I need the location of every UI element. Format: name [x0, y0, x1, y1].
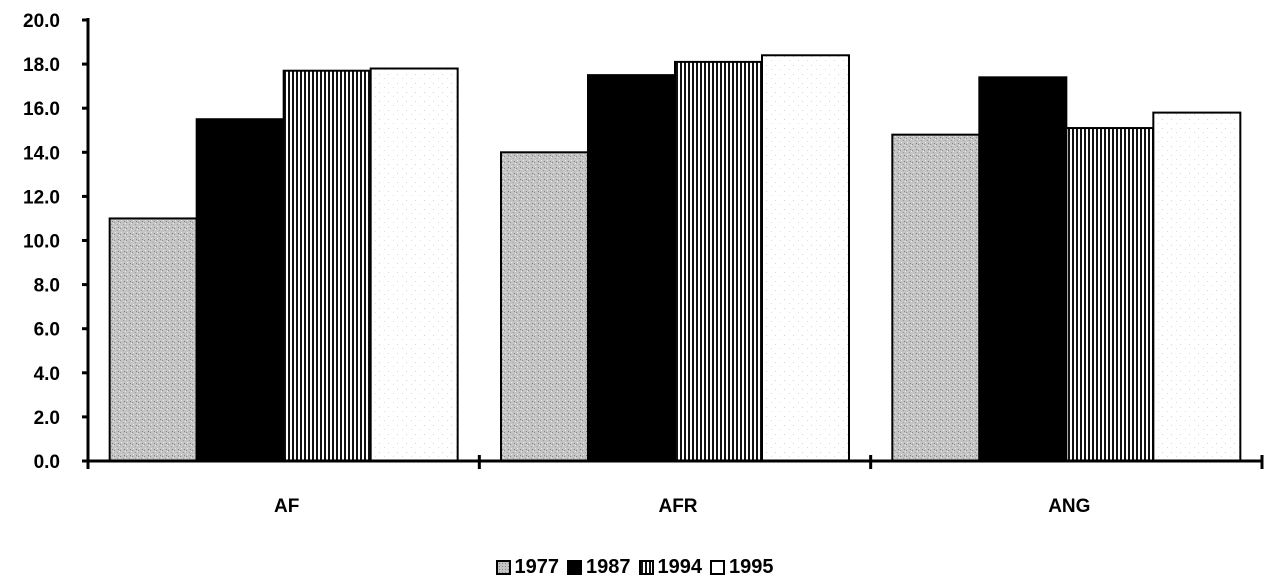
category-label: ANG: [1048, 496, 1090, 517]
bar-1977-AF: [108, 217, 198, 462]
bar-1995-AF: [369, 67, 459, 462]
legend-label: 1994: [657, 555, 703, 578]
legend-item-1994: 1994: [638, 555, 703, 579]
y-tick-label: 0.0: [34, 452, 60, 473]
y-tick-label: 6.0: [34, 320, 60, 341]
bar-1977-AFR: [500, 151, 589, 463]
bar-1994-AFR: [674, 60, 763, 463]
bar-1994-AF: [282, 69, 372, 462]
bar-1995-AFR: [761, 54, 850, 462]
bar-1987-AFR: [587, 74, 676, 462]
y-tick-label: 18.0: [23, 55, 60, 76]
legend-label: 1987: [586, 555, 631, 578]
bar-chart: 0.02.04.06.08.010.012.014.016.018.020.0 …: [23, 11, 1264, 517]
category-label: AFR: [658, 496, 697, 517]
y-tick-label: 14.0: [23, 143, 60, 164]
legend-item-1987: 1987: [567, 556, 631, 579]
y-tick-label: 10.0: [23, 232, 60, 253]
category-label: AF: [274, 496, 299, 517]
legend-label: 1977: [514, 555, 560, 578]
legend-item-1995: 1995: [710, 556, 774, 579]
y-tick-label: 4.0: [34, 364, 60, 385]
legend-swatch: [495, 559, 511, 575]
y-tick-label: 20.0: [23, 11, 60, 32]
bar-1994-ANG: [1065, 127, 1155, 462]
legend-swatch: [638, 559, 654, 575]
bar-1987-AF: [195, 118, 285, 462]
y-tick-label: 16.0: [23, 99, 60, 120]
legend-swatch: [567, 559, 582, 575]
bar-1987-ANG: [978, 76, 1068, 463]
bar-1995-ANG: [1152, 111, 1242, 463]
y-tick-label: 8.0: [34, 276, 60, 297]
legend-item-1977: 1977: [495, 555, 560, 579]
y-tick-label: 2.0: [34, 408, 60, 429]
legend-label: 1995: [729, 555, 774, 578]
legend-swatch: [710, 559, 725, 575]
legend: 1977 1987 1994 1995: [0, 553, 1269, 581]
bar-1977-ANG: [891, 133, 981, 462]
y-tick-label: 12.0: [23, 187, 60, 208]
